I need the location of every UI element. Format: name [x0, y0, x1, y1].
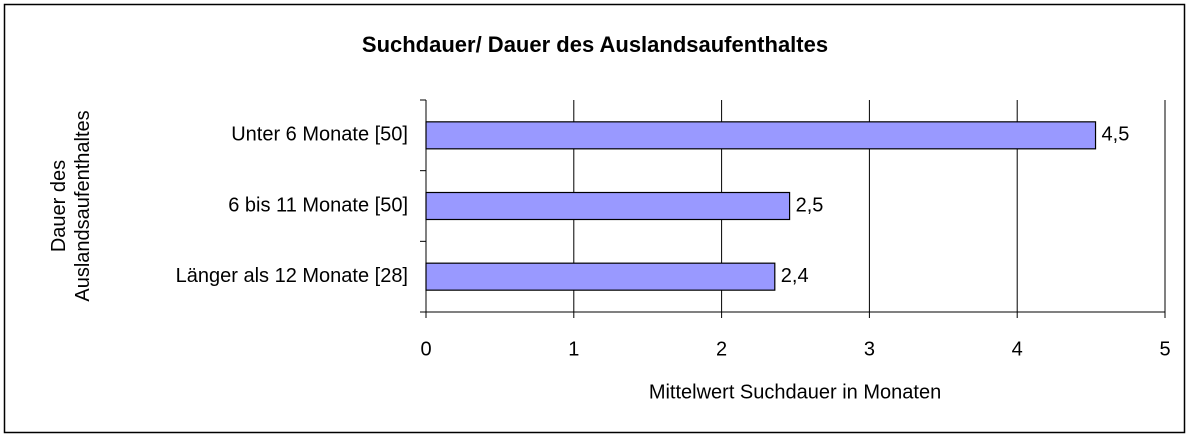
value-label: 2,4 — [781, 265, 809, 287]
x-axis-title: Mittelwert Suchdauer in Monaten — [649, 381, 941, 403]
x-tick-label: 4 — [1012, 338, 1023, 360]
value-label: 4,5 — [1102, 124, 1130, 146]
bar — [425, 262, 776, 291]
y-axis-title: Dauer des Auslandsaufenthaltes — [48, 110, 94, 301]
chart-title: Suchdauer/ Dauer des Auslandsaufenthalte… — [362, 32, 828, 57]
x-tick-label: 3 — [864, 338, 875, 360]
x-tick-label: 0 — [420, 338, 431, 360]
bar — [425, 121, 1097, 150]
x-tick-label: 2 — [716, 338, 727, 360]
x-tick-label: 1 — [568, 338, 579, 360]
bar — [425, 191, 791, 221]
value-label: 2,5 — [796, 194, 824, 216]
y-tick-label: 6 bis 11 Monate [50] — [228, 194, 408, 216]
y-tick-label: Unter 6 Monate [50] — [231, 124, 408, 146]
x-tick-label: 5 — [1159, 338, 1170, 360]
y-tick-label: Länger als 12 Monate [28] — [176, 265, 408, 287]
